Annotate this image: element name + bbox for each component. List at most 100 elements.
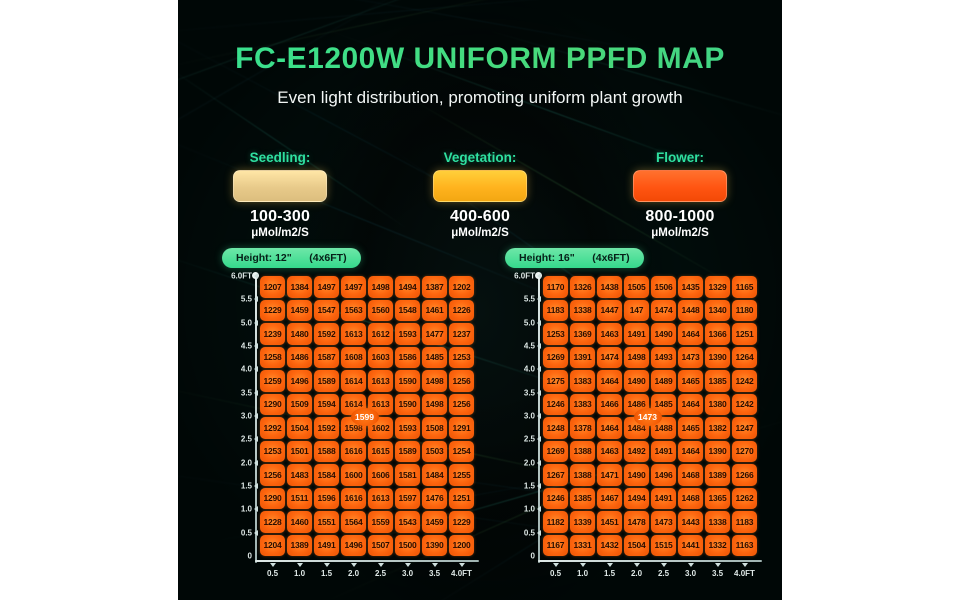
- ppfd-cell: 1443: [678, 511, 703, 533]
- ppfd-cell: 1494: [624, 487, 649, 509]
- ppfd-cell: 1329: [705, 276, 730, 298]
- ppfd-cell: 1597: [395, 487, 420, 509]
- ppfd-cell: 1267: [543, 464, 568, 486]
- ppfd-cell: 1616: [341, 440, 366, 462]
- ppfd-cell: 1365: [705, 487, 730, 509]
- ppfd-cell: 1340: [705, 299, 730, 321]
- ppfd-chart-16in: Height: 16" (4x6FT) 6.0FT 5.5 5.0 4.5 4.0 3.5 3…: [505, 248, 771, 582]
- ppfd-cell: 1390: [705, 346, 730, 368]
- y-axis-tick-marker: [254, 319, 258, 326]
- ppfd-cell: 1490: [624, 370, 649, 392]
- ppfd-cell: 1590: [395, 393, 420, 415]
- x-axis-tick-marker: [606, 563, 613, 567]
- ppfd-cell: 1477: [422, 323, 447, 345]
- x-axis-tick-label: 2.0: [347, 569, 360, 578]
- ppfd-legend: Seedling: 100-300 μMol/m2/S Vegetation: 400-…: [178, 150, 782, 245]
- chart-height-badge: Height: 12" (4x6FT): [222, 248, 361, 268]
- ppfd-cell: 1246: [543, 393, 568, 415]
- x-axis-tick-label: 2.5: [657, 569, 670, 578]
- ppfd-cell: 147: [624, 299, 649, 321]
- ppfd-cell: 1498: [368, 276, 393, 298]
- x-axis-tick-label: 2.5: [374, 569, 387, 578]
- ppfd-cell: 1593: [395, 323, 420, 345]
- y-axis-tick-label: 2.5: [240, 434, 252, 444]
- y-axis-tick-marker: [537, 413, 541, 419]
- y-axis-tick-label: 3.0: [240, 411, 252, 421]
- ppfd-cell: 1584: [314, 464, 339, 486]
- ppfd-cell: 1253: [260, 440, 285, 462]
- ppfd-cell: 1254: [449, 440, 474, 462]
- ppfd-cell: 1183: [543, 299, 568, 321]
- y-axis: 6.0FT 5.5 5.0 4.5 4.0 3.5 3.0 2.5 2.0 1.5 1.0 0.5 0: [222, 272, 258, 561]
- ppfd-cell: 1239: [260, 323, 285, 345]
- x-axis: 0.5 1.0 1.5 2.0 2.5 3.0 3.5 4.0FT: [255, 560, 479, 582]
- ppfd-cell: 1237: [449, 323, 474, 345]
- ppfd-cell: 1435: [678, 276, 703, 298]
- y-axis-tick-marker: [254, 436, 258, 443]
- y-axis-tick-marker: [254, 459, 258, 466]
- ppfd-cell: 1588: [314, 440, 339, 462]
- ppfd-cell: 1509: [287, 393, 312, 415]
- y-axis-tick-label: 5.5: [240, 294, 252, 304]
- ppfd-cell: 1390: [422, 534, 447, 556]
- x-axis-tick-label: 2.0: [630, 569, 643, 578]
- x-axis-tick-label: 1.5: [320, 569, 333, 578]
- x-axis-tick-marker: [660, 563, 667, 567]
- ppfd-cell: 1339: [570, 511, 595, 533]
- ppfd-cell: 1596: [314, 487, 339, 509]
- ppfd-cell: 1200: [449, 534, 474, 556]
- ppfd-cell: 1581: [395, 464, 420, 486]
- peak-ppfd-marker: 1599: [350, 408, 379, 426]
- ppfd-cell: 1447: [597, 299, 622, 321]
- ppfd-cell: 1508: [422, 417, 447, 439]
- x-axis-tick-marker: [404, 563, 411, 567]
- ppfd-cell: 1228: [260, 511, 285, 533]
- ppfd-cell: 1391: [570, 346, 595, 368]
- ppfd-cell: 1258: [260, 346, 285, 368]
- ppfd-cell: 1464: [597, 370, 622, 392]
- ppfd-cell: 1491: [651, 440, 676, 462]
- ppfd-cell: 1505: [624, 276, 649, 298]
- ppfd-cell: 1180: [732, 299, 757, 321]
- ppfd-cell: 1498: [422, 370, 447, 392]
- ppfd-cell: 1471: [597, 464, 622, 486]
- x-axis-tick-marker: [458, 563, 465, 567]
- ppfd-cell: 1476: [422, 487, 447, 509]
- ppfd-cell: 1383: [570, 370, 595, 392]
- ppfd-cell: 1490: [624, 464, 649, 486]
- y-axis-tick-marker: [254, 483, 258, 489]
- ppfd-cell: 1246: [543, 487, 568, 509]
- y-axis-tick-label: 3.0: [523, 411, 535, 421]
- ppfd-cell: 1290: [260, 393, 285, 415]
- legend-label: Seedling:: [249, 150, 311, 165]
- y-axis-tick-label: 5.5: [523, 294, 535, 304]
- ppfd-cell: 1474: [651, 299, 676, 321]
- ppfd-cell: 1385: [570, 487, 595, 509]
- y-axis-tick-label: 4.0: [523, 364, 535, 374]
- ppfd-cell: 1269: [543, 346, 568, 368]
- y-axis-tick-marker: [537, 319, 541, 326]
- ppfd-cell: 1242: [732, 370, 757, 392]
- x-axis-tick-marker: [296, 563, 303, 567]
- ppfd-cell: 1332: [705, 534, 730, 556]
- ppfd-cell: 1262: [732, 487, 757, 509]
- ppfd-cell: 1388: [570, 440, 595, 462]
- legend-label: Vegetation:: [443, 150, 517, 165]
- y-axis-line: [538, 276, 540, 563]
- ppfd-cell: 1515: [651, 534, 676, 556]
- ppfd-cell: 1484: [422, 464, 447, 486]
- ppfd-cell: 1615: [368, 440, 393, 462]
- ppfd-cell: 1390: [705, 440, 730, 462]
- ppfd-cell: 1563: [341, 299, 366, 321]
- ppfd-cell: 1491: [651, 487, 676, 509]
- legend-unit: μMol/m2/S: [251, 227, 309, 239]
- ppfd-cell: 1592: [314, 323, 339, 345]
- ppfd-cell: 1269: [543, 440, 568, 462]
- ppfd-cell: 1586: [395, 346, 420, 368]
- ppfd-cell: 1548: [395, 299, 420, 321]
- x-axis-tick-label: 1.5: [603, 569, 616, 578]
- ppfd-cell: 1464: [597, 417, 622, 439]
- y-axis-tick-marker: [537, 343, 541, 349]
- ppfd-cell: 1182: [543, 511, 568, 533]
- y-axis-line: [255, 276, 257, 563]
